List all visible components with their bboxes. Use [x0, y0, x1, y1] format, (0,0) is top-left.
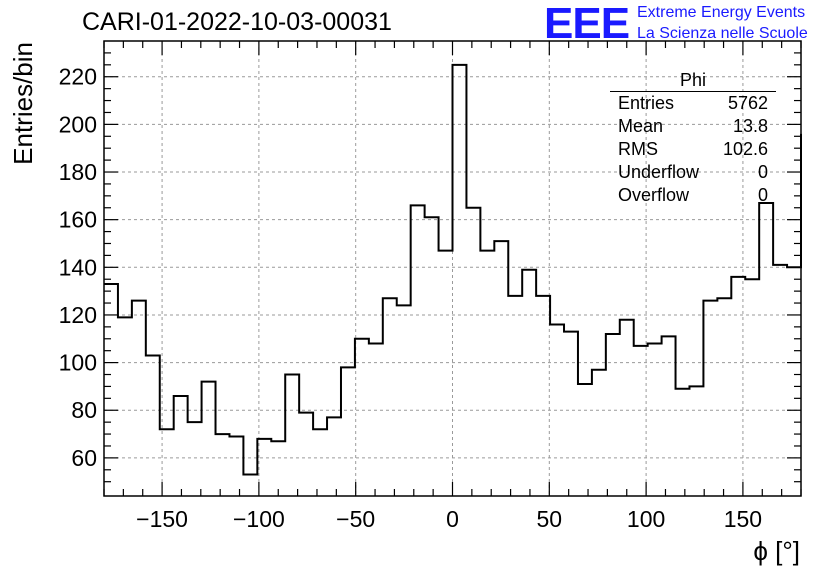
- histogram-bin: [174, 396, 188, 496]
- histogram-bin: [494, 241, 508, 496]
- histogram-bin: [620, 320, 634, 496]
- histogram-bin: [132, 301, 146, 496]
- histogram-bin: [773, 265, 787, 496]
- histogram-bin: [606, 334, 620, 496]
- y-tick-label: 140: [59, 254, 97, 280]
- histogram-bin: [703, 301, 717, 496]
- stats-value: 0: [757, 185, 768, 205]
- x-tick-label: 50: [537, 506, 563, 532]
- stats-label: Mean: [618, 116, 664, 136]
- x-tick-label: 0: [446, 506, 459, 532]
- x-axis-label: ϕ [°]: [753, 536, 800, 566]
- histogram-bin: [397, 305, 411, 496]
- histogram-bin: [550, 324, 564, 496]
- histogram-bin: [313, 429, 327, 496]
- histogram-bin: [564, 332, 578, 496]
- histogram-bin: [536, 296, 550, 496]
- y-tick-label: 160: [59, 207, 97, 233]
- histogram-bin: [216, 434, 230, 496]
- histogram-bin: [662, 336, 676, 496]
- logo-line-2: La Scienza nelle Scuole: [637, 25, 808, 42]
- histogram-bin: [243, 475, 257, 496]
- stats-row-mean: Mean 13.8: [610, 115, 776, 138]
- y-tick-label: 80: [71, 397, 97, 423]
- histogram-bin: [104, 284, 118, 496]
- histogram-bin: [355, 339, 369, 496]
- stats-label: Underflow: [618, 162, 700, 182]
- histogram-bin: [327, 417, 341, 496]
- histogram-bin: [411, 205, 425, 496]
- histogram-bin: [787, 267, 801, 496]
- histogram-bin: [759, 203, 773, 496]
- stats-label: Entries: [618, 93, 675, 113]
- y-tick-label: 220: [59, 64, 97, 90]
- histogram-bin: [146, 355, 160, 496]
- logo-line-1: Extreme Energy Events: [637, 4, 806, 21]
- chart-title: CARI-01-2022-10-03-00031: [82, 8, 392, 36]
- histogram-bin: [731, 277, 745, 496]
- stats-box: Phi Entries 5762 Mean 13.8 RMS 102.6 Underflow…: [610, 70, 776, 207]
- stats-title: Phi: [610, 70, 776, 92]
- histogram-bin: [202, 382, 216, 496]
- y-tick-label: 180: [59, 159, 97, 185]
- histogram-bin: [383, 298, 397, 496]
- histogram-bin: [522, 270, 536, 496]
- stats-label: RMS: [618, 139, 658, 159]
- y-tick-label: 120: [59, 302, 97, 328]
- histogram-series: [104, 63, 802, 496]
- histogram-bin: [466, 208, 480, 496]
- histogram-bin: [592, 370, 606, 496]
- histogram-bin: [188, 422, 202, 496]
- histogram-bin: [634, 346, 648, 496]
- histogram-bin: [689, 386, 703, 496]
- stats-value: 13.8: [732, 116, 768, 136]
- histogram-bin: [369, 344, 383, 496]
- histogram-bin: [229, 436, 243, 496]
- x-tick-label: −50: [336, 506, 375, 532]
- histogram-bin: [285, 375, 299, 496]
- y-tick-label: 100: [59, 350, 97, 376]
- histogram-bin: [745, 279, 759, 496]
- y-tick-label: 200: [59, 111, 97, 137]
- histogram-bin: [118, 317, 132, 496]
- stats-value: 102.6: [722, 139, 768, 159]
- histogram-bin: [271, 441, 285, 496]
- eee-logo: EEE: [544, 0, 630, 48]
- y-tick-label: 60: [71, 445, 97, 471]
- stats-row-entries: Entries 5762: [610, 92, 776, 115]
- stats-label: Overflow: [618, 185, 690, 205]
- x-tick-label: −150: [136, 506, 188, 532]
- histogram-bin: [578, 384, 592, 496]
- x-tick-label: 100: [627, 506, 665, 532]
- stats-row-underflow: Underflow 0: [610, 161, 776, 184]
- histogram-bin: [480, 251, 494, 496]
- histogram-bin: [299, 413, 313, 496]
- histogram-bin: [439, 251, 453, 496]
- histogram-bin: [676, 389, 690, 496]
- x-tick-label: −100: [233, 506, 285, 532]
- histogram-bin: [341, 367, 355, 496]
- x-tick-label: 150: [724, 506, 762, 532]
- histogram-bin: [648, 344, 662, 496]
- histogram-line: [104, 63, 802, 476]
- axes: −150 −100 −50 0 50 100 150 60 80 100 120 140 160 180 2…: [59, 40, 802, 532]
- histogram-bin: [717, 298, 731, 496]
- stats-row-overflow: Overflow 0: [610, 184, 776, 207]
- y-axis-label: Entries/bin: [8, 42, 38, 165]
- histogram-bin: [425, 217, 439, 496]
- histogram-bin: [453, 65, 467, 496]
- stats-value: 0: [757, 162, 768, 182]
- stats-row-rms: RMS 102.6: [610, 138, 776, 161]
- histogram-bin: [508, 296, 522, 496]
- stats-value: 5762: [727, 93, 768, 113]
